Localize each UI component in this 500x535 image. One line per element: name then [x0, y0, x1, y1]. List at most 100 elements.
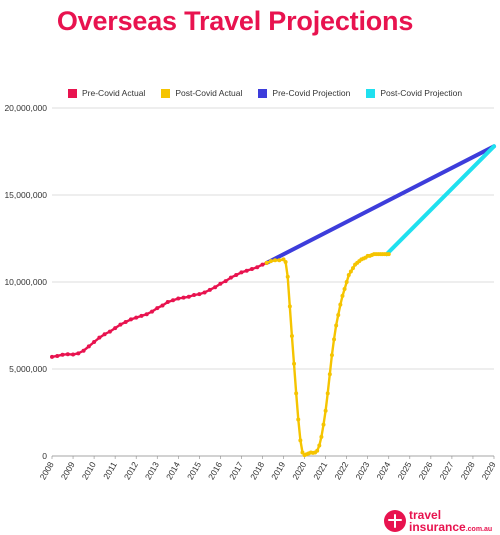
x-tick-label: 2027: [438, 460, 456, 482]
plane-logo-icon: [384, 510, 406, 532]
data-point-post-covid-actual: [325, 391, 330, 396]
x-tick-label: 2029: [480, 460, 498, 482]
data-point-pre-covid-actual: [144, 312, 149, 317]
legend-label: Post-Covid Actual: [175, 88, 243, 98]
data-point-post-covid-actual: [277, 258, 282, 263]
data-point-pre-covid-actual: [207, 287, 212, 292]
data-point-pre-covid-actual: [181, 295, 186, 300]
x-tick-label: 2012: [122, 460, 140, 482]
data-point-post-covid-actual: [338, 302, 343, 307]
data-point-post-covid-actual: [289, 333, 294, 338]
data-point-pre-covid-actual: [165, 300, 170, 305]
data-point-pre-covid-actual: [102, 332, 107, 337]
data-point-post-covid-actual: [332, 337, 337, 342]
data-point-pre-covid-actual: [218, 281, 223, 286]
data-point-pre-covid-actual: [55, 353, 60, 358]
x-tick-label: 2015: [185, 460, 203, 482]
data-point-post-covid-actual: [344, 280, 349, 284]
data-point-pre-covid-actual: [113, 326, 118, 331]
legend-item-post-covid-projection: Post-Covid Projection: [366, 88, 462, 98]
data-point-pre-covid-actual: [50, 354, 54, 359]
data-point-pre-covid-actual: [255, 265, 260, 270]
data-point-pre-covid-actual: [107, 329, 112, 334]
data-point-pre-covid-actual: [76, 351, 81, 356]
data-point-pre-covid-actual: [149, 309, 154, 314]
series-line-post-covid-actual: [265, 252, 390, 457]
x-tick-label: 2020: [290, 460, 308, 482]
data-point-pre-covid-actual: [223, 279, 228, 284]
data-point-post-covid-actual: [386, 252, 391, 257]
y-tick-label: 0: [42, 451, 47, 461]
x-tick-label: 2008: [38, 460, 56, 482]
data-point-pre-covid-actual: [81, 348, 86, 353]
data-point-pre-covid-actual: [155, 306, 160, 311]
legend-item-post-covid-actual: Post-Covid Actual: [161, 88, 242, 98]
data-point-pre-covid-actual: [134, 315, 139, 320]
data-point-post-covid-actual: [315, 448, 320, 453]
data-point-pre-covid-actual: [186, 294, 191, 299]
x-tick-label: 2018: [248, 460, 266, 482]
legend-swatch: [366, 88, 376, 98]
data-point-post-covid-actual: [292, 361, 297, 366]
legend-label: Pre-Covid Actual: [82, 88, 146, 98]
data-point-pre-covid-actual: [197, 292, 202, 297]
x-tick-label: 2013: [143, 460, 161, 482]
x-tick-label: 2028: [459, 460, 477, 482]
x-tick-label: 2019: [269, 460, 287, 482]
chart-legend: Pre-Covid Actual Post-Covid Actual Pre-Cov…: [68, 86, 488, 100]
x-tick-label: 2023: [353, 460, 371, 482]
series-line-pre-covid-projection: [264, 144, 496, 265]
data-point-pre-covid-actual: [260, 262, 265, 267]
data-point-pre-covid-actual: [192, 293, 197, 298]
data-point-pre-covid-actual: [213, 285, 218, 290]
data-point-pre-covid-actual: [244, 268, 249, 273]
series-line-pre-covid-actual: [50, 261, 268, 358]
data-point-post-covid-actual: [268, 259, 273, 264]
legend-swatch: [68, 88, 77, 98]
x-tick-label: 2022: [332, 460, 350, 482]
data-point-post-covid-actual: [346, 273, 351, 278]
x-tick-label: 2021: [311, 460, 329, 482]
data-point-post-covid-actual: [298, 438, 303, 443]
x-tick-label: 2009: [59, 460, 77, 482]
legend-swatch: [161, 88, 171, 98]
data-point-pre-covid-actual: [123, 320, 128, 325]
data-point-post-covid-actual: [323, 408, 328, 413]
data-point-post-covid-actual: [285, 274, 290, 279]
legend-label: Pre-Covid Projection: [272, 88, 351, 98]
chart-title: Overseas Travel Projections: [56, 6, 414, 36]
data-point-post-covid-actual: [342, 286, 347, 291]
data-point-pre-covid-actual: [234, 273, 239, 278]
x-tick-label: 2011: [101, 460, 119, 481]
y-tick-label: 15,000,000: [4, 190, 47, 200]
data-point-post-covid-actual: [327, 372, 332, 377]
data-point-pre-covid-actual: [249, 266, 254, 271]
data-point-pre-covid-actual: [239, 270, 244, 275]
data-point-pre-covid-actual: [160, 303, 165, 308]
travel-insurance-logo: travel insurance.com.au: [384, 508, 492, 534]
data-point-pre-covid-actual: [202, 290, 207, 295]
data-point-pre-covid-actual: [86, 344, 91, 349]
series-line-post-covid-projection: [384, 144, 496, 257]
logo-line-insurance: insurance.com.au: [409, 521, 492, 533]
logo-line-travel: travel: [409, 508, 442, 522]
legend-swatch: [258, 88, 268, 98]
logo-wordmark: travel insurance.com.au: [409, 509, 492, 533]
y-tick-label: 10,000,000: [4, 277, 47, 287]
data-point-pre-covid-actual: [92, 340, 97, 345]
data-point-pre-covid-actual: [139, 313, 144, 318]
data-point-pre-covid-actual: [176, 296, 181, 301]
legend-item-pre-covid-projection: Pre-Covid Projection: [258, 88, 350, 98]
data-point-pre-covid-actual: [60, 352, 65, 357]
logo-line-insurance-text: insurance: [409, 520, 466, 534]
data-point-post-covid-actual: [329, 353, 334, 358]
data-point-pre-covid-actual: [171, 298, 176, 303]
data-point-pre-covid-actual: [118, 322, 123, 327]
data-point-post-covid-actual: [348, 269, 353, 274]
data-point-post-covid-actual: [340, 293, 345, 298]
data-point-post-covid-actual: [287, 304, 292, 309]
data-point-post-covid-actual: [321, 422, 326, 427]
data-point-post-covid-actual: [294, 391, 299, 396]
y-tick-label: 5,000,000: [9, 364, 47, 374]
data-point-pre-covid-actual: [71, 352, 76, 357]
